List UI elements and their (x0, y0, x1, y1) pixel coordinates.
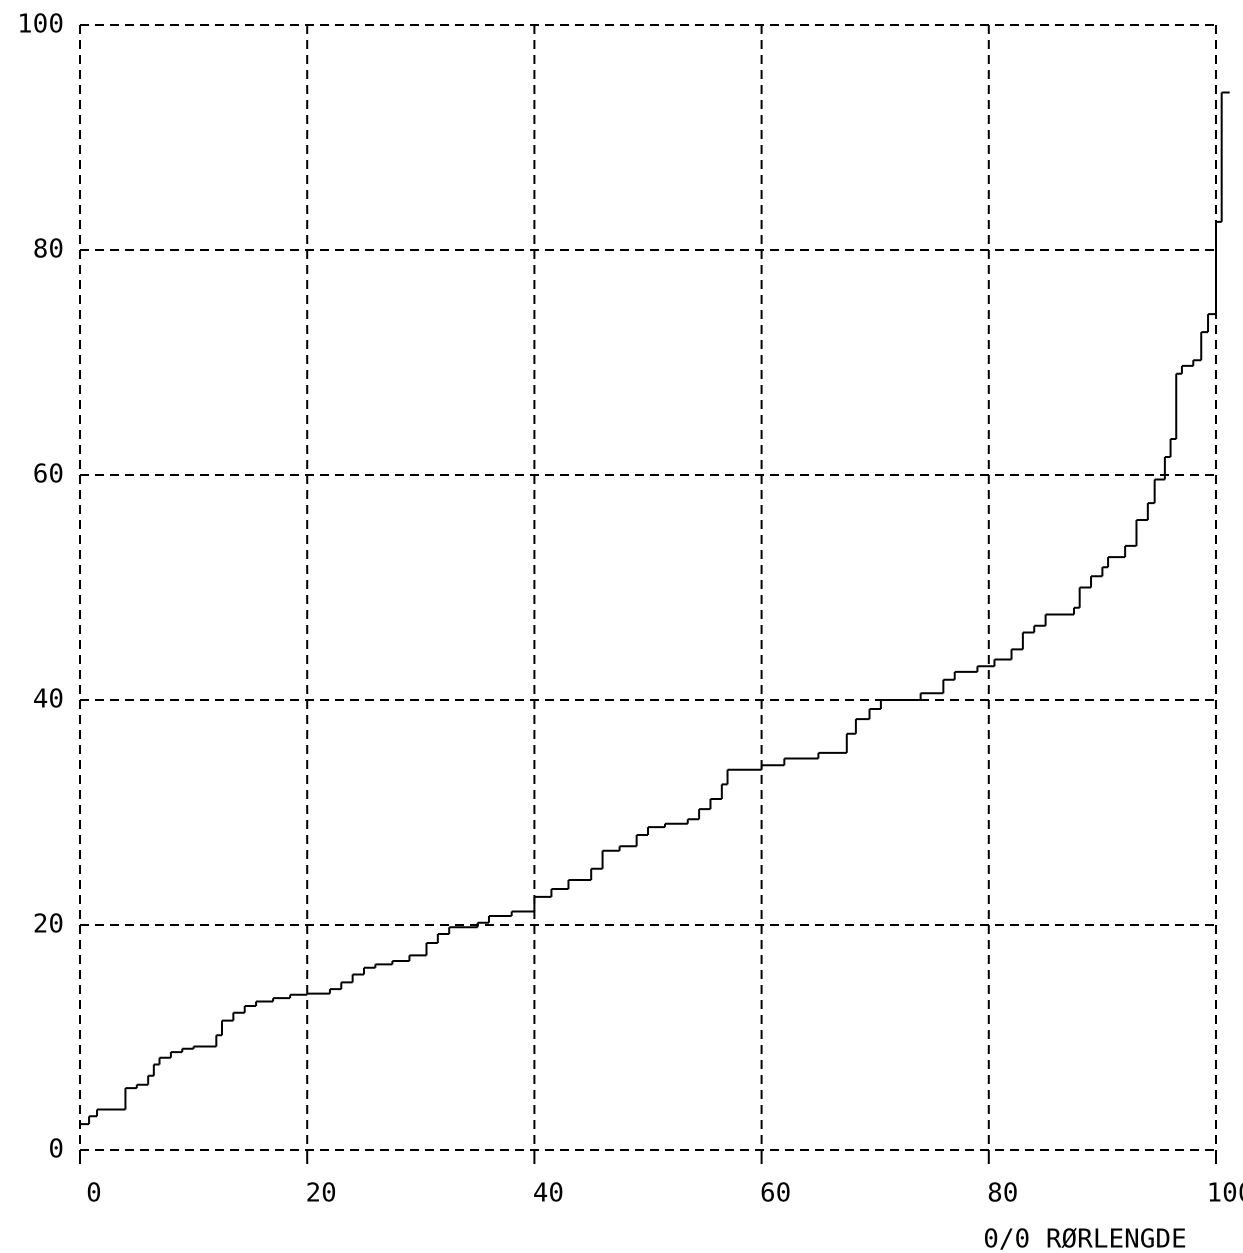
x-axis-label: 0/0 RØRLENGDE (983, 1225, 1187, 1253)
y-tick-label: 60 (33, 460, 64, 490)
x-tick-label: 100 (1207, 1179, 1243, 1209)
x-tick-label: 40 (533, 1179, 564, 1209)
y-tick-label: 0 (48, 1135, 64, 1165)
x-tick-label: 80 (987, 1179, 1018, 1209)
x-tick-label: 20 (306, 1179, 337, 1209)
y-tick-label: 100 (17, 10, 64, 40)
x-tick-label: 0 (86, 1179, 102, 1209)
y-tick-label: 20 (33, 910, 64, 940)
y-tick-label: 80 (33, 235, 64, 265)
x-tick-label: 60 (760, 1179, 791, 1209)
y-tick-label: 40 (33, 685, 64, 715)
